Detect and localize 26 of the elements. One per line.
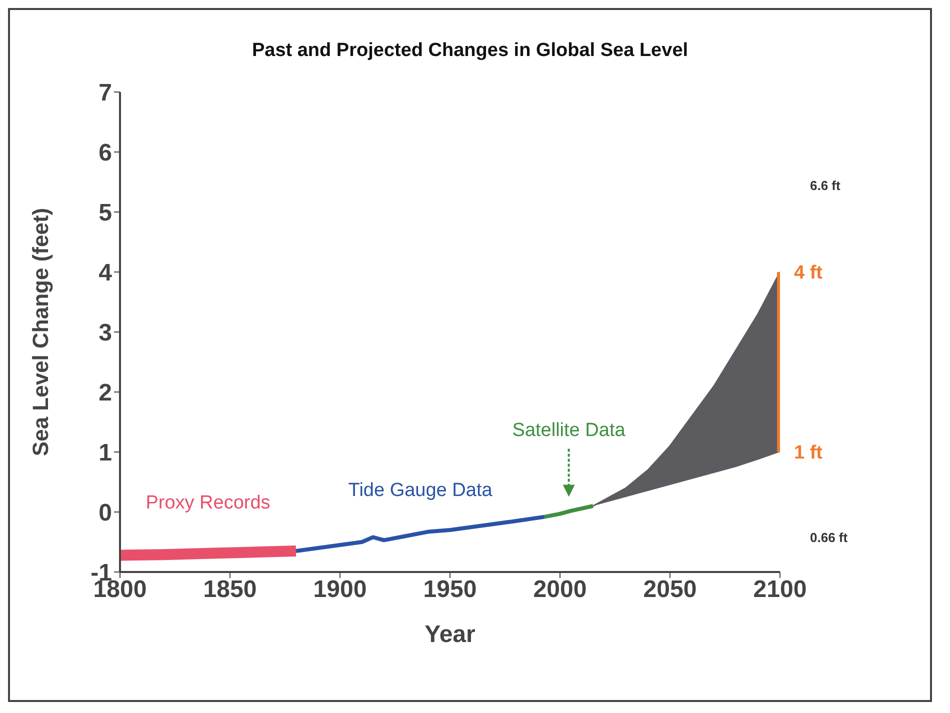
y-tick-label: 6	[98, 140, 112, 167]
y-tick-label: 7	[98, 80, 112, 107]
text: Satellite Data	[512, 420, 626, 441]
data-label: 1 ft	[794, 442, 824, 464]
y-tick-label: 4	[98, 260, 113, 287]
x-tick-label: 1950	[423, 576, 477, 604]
x-tick-label: 2050	[643, 576, 697, 604]
y-tick-label: 0	[98, 500, 112, 527]
y-tick-label: 3	[98, 320, 112, 347]
x-tick-label: 1850	[203, 576, 257, 604]
x-tick-label: 1900	[313, 576, 367, 604]
line-series	[294, 514, 547, 553]
x-axis-title: Year	[424, 621, 476, 648]
line-series	[542, 504, 595, 519]
data-label: 4 ft	[794, 262, 824, 284]
text: Proxy Records	[146, 492, 270, 514]
y-tick-label: 2	[98, 380, 112, 407]
y-axis-title: Sea Level Change (feet)	[28, 208, 53, 456]
x-tick-label: 2100	[753, 576, 807, 604]
x-tick-label: 2000	[533, 576, 587, 604]
text: 0.66 ft	[810, 530, 848, 545]
text: 6.6 ft	[810, 178, 840, 193]
chart-title: Past and Projected Changes in Global Sea Level	[250, 39, 690, 62]
series-label: Tide Gauge Data	[348, 480, 493, 501]
y-tick-label: 5	[98, 200, 112, 227]
y-tick-label: 1	[98, 440, 112, 467]
